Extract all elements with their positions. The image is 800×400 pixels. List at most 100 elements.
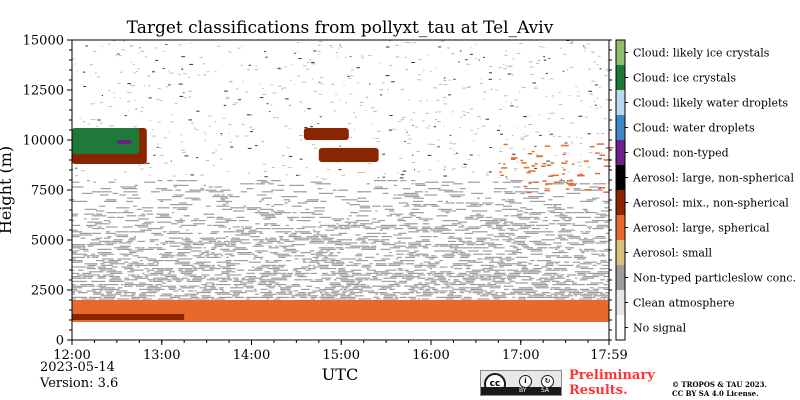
region-non-typed-particleslow-conc (185, 237, 190, 239)
region-non-typed-particleslow-conc (577, 258, 586, 260)
region-non-typed-particleslow-conc (206, 216, 215, 218)
speckle-cell (180, 141, 183, 143)
region-non-typed-particleslow-conc (87, 264, 97, 266)
speckle-cell (449, 148, 452, 149)
region-non-typed-particleslow-conc (225, 236, 229, 238)
region-non-typed-particleslow-conc (494, 272, 506, 274)
region-non-typed-particleslow-conc (222, 204, 227, 206)
region-non-typed-particleslow-conc (172, 279, 184, 281)
region-non-typed-particleslow-conc (290, 296, 295, 298)
region-non-typed-particleslow-conc (176, 253, 185, 255)
speckle-cell (486, 172, 489, 174)
region-non-typed-particleslow-conc (243, 205, 247, 207)
region-non-typed-particleslow-conc (340, 295, 352, 297)
region-non-typed-particleslow-conc (117, 298, 130, 300)
region-non-typed-particleslow-conc (124, 285, 134, 287)
region-non-typed-particleslow-conc (231, 244, 236, 246)
region-aerosol-large-spherical (594, 172, 601, 175)
speckle-cell (228, 132, 230, 134)
region-non-typed-particleslow-conc (598, 255, 606, 257)
region-non-typed-particleslow-conc (553, 205, 557, 207)
region-non-typed-particleslow-conc (552, 204, 562, 206)
region-non-typed-particleslow-conc (520, 207, 527, 209)
speckle-cell (191, 122, 195, 124)
speckle-cell (376, 130, 381, 132)
speckle-cell (513, 168, 518, 170)
region-non-typed-particleslow-conc (493, 191, 502, 193)
speckle-cell (543, 59, 547, 61)
region-non-typed-particleslow-conc (340, 288, 343, 290)
speckle-cell (339, 145, 341, 147)
speckle-cell (384, 173, 387, 175)
region-non-typed-particleslow-conc (188, 290, 194, 292)
region-non-typed-particleslow-conc (441, 184, 450, 186)
region-non-typed-particleslow-conc (428, 287, 436, 289)
speckle-cell (183, 73, 187, 75)
speckle-cell (258, 97, 262, 98)
region-aerosol-large-spherical (562, 153, 566, 156)
region-non-typed-particleslow-conc (157, 199, 172, 201)
speckle-cell (488, 72, 492, 74)
region-non-typed-particleslow-conc (82, 247, 86, 249)
region-non-typed-particleslow-conc (446, 272, 455, 274)
region-non-typed-particleslow-conc (604, 221, 609, 223)
region-non-typed-particleslow-conc (600, 210, 609, 212)
region-non-typed-particleslow-conc (432, 274, 440, 276)
region-non-typed-particleslow-conc (516, 213, 523, 215)
region-non-typed-particleslow-conc (323, 239, 333, 241)
region-non-typed-particleslow-conc (389, 288, 395, 290)
speckle-cell (196, 110, 200, 112)
region-non-typed-particleslow-conc (531, 284, 548, 286)
region-non-typed-particleslow-conc (510, 229, 519, 231)
region-non-typed-particleslow-conc (410, 212, 424, 214)
region-non-typed-particleslow-conc (373, 271, 389, 273)
region-non-typed-particleslow-conc (328, 240, 342, 242)
speckle-cell (387, 89, 390, 91)
speckle-cell (596, 64, 599, 66)
region-non-typed-particleslow-conc (137, 248, 154, 250)
region-non-typed-particleslow-conc (503, 191, 513, 193)
region-non-typed-particleslow-conc (498, 232, 504, 234)
speckle-cell (109, 125, 113, 127)
region-non-typed-particleslow-conc (296, 228, 305, 230)
region-non-typed-particleslow-conc (201, 290, 212, 292)
region-non-typed-particleslow-conc (495, 271, 499, 273)
region-non-typed-particleslow-conc (418, 282, 423, 284)
region-non-typed-particleslow-conc (143, 274, 159, 276)
region-non-typed-particleslow-conc (493, 236, 510, 238)
region-non-typed-particleslow-conc (278, 256, 286, 258)
region-non-typed-particleslow-conc (301, 226, 316, 228)
region-non-typed-particleslow-conc (560, 239, 569, 241)
region-non-typed-particleslow-conc (87, 226, 93, 228)
region-non-typed-particleslow-conc (278, 236, 284, 238)
region-non-typed-particleslow-conc (397, 256, 402, 258)
region-non-typed-particleslow-conc (564, 212, 573, 214)
speckle-cell (438, 46, 442, 48)
speckle-cell (584, 50, 586, 52)
region-non-typed-particleslow-conc (433, 231, 443, 233)
region-non-typed-particleslow-conc (182, 239, 191, 241)
region-non-typed-particleslow-conc (445, 298, 454, 300)
speckle-cell (506, 101, 507, 103)
region-non-typed-particleslow-conc (311, 213, 323, 215)
region-non-typed-particleslow-conc (226, 274, 242, 276)
region-non-typed-particleslow-conc (579, 248, 582, 250)
region-non-typed-particleslow-conc (605, 232, 609, 234)
region-non-typed-particleslow-conc (184, 197, 200, 199)
speckle-cell (569, 42, 574, 44)
region-non-typed-particleslow-conc (366, 183, 370, 185)
region-non-typed-particleslow-conc (551, 287, 561, 289)
region-non-typed-particleslow-conc (492, 296, 507, 298)
region-non-typed-particleslow-conc (134, 277, 149, 279)
speckle-cell (76, 70, 78, 72)
region-non-typed-particleslow-conc (414, 183, 425, 185)
region-non-typed-particleslow-conc (230, 207, 245, 209)
speckle-cell (168, 130, 170, 132)
region-non-typed-particleslow-conc (356, 253, 363, 255)
speckle-cell (598, 158, 602, 160)
region-non-typed-particleslow-conc (270, 180, 281, 182)
region-non-typed-particleslow-conc (403, 205, 410, 207)
region-non-typed-particleslow-conc (597, 271, 609, 273)
region-non-typed-particleslow-conc (307, 292, 316, 294)
region-non-typed-particleslow-conc (111, 277, 121, 279)
